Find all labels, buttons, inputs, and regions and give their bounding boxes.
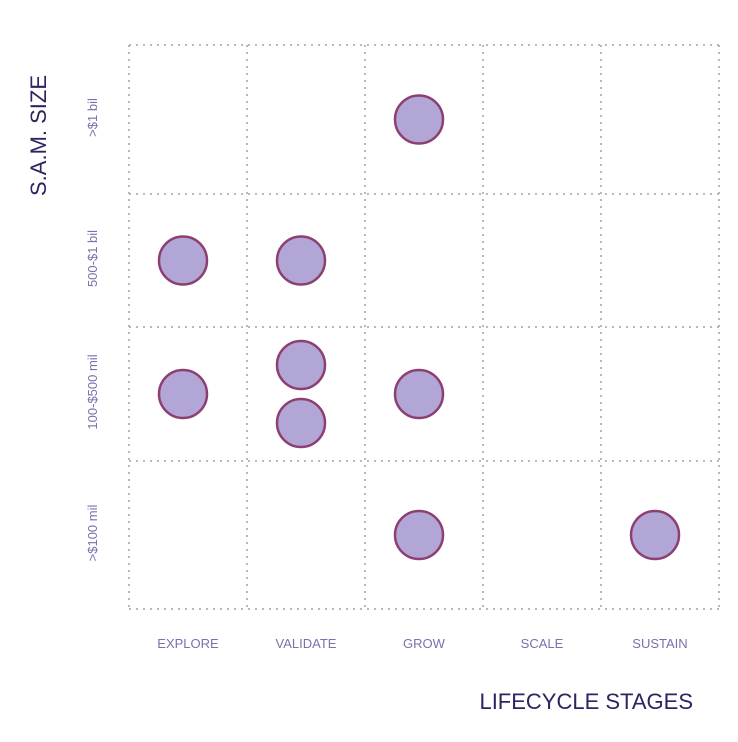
y-axis-title: S.A.M. SIZE <box>26 75 51 196</box>
x-tick-labels: EXPLORE VALIDATE GROW SCALE SUSTAIN <box>157 636 687 651</box>
y-tick-labels: >$1 bil 500-$1 bil 100-$500 mil >$100 mil <box>85 98 100 561</box>
y-tick-label: 100-$500 mil <box>85 354 100 429</box>
x-tick-label: SCALE <box>521 636 564 651</box>
bubble <box>157 368 209 420</box>
bubble <box>157 235 209 286</box>
bubble <box>275 339 327 391</box>
x-tick-label: SUSTAIN <box>632 636 687 651</box>
bubble <box>275 397 327 449</box>
bubble <box>275 235 327 286</box>
bubble <box>393 368 445 420</box>
x-axis-title: LIFECYCLE STAGES <box>479 689 693 714</box>
bubbles <box>157 94 681 561</box>
x-tick-label: EXPLORE <box>157 636 219 651</box>
y-tick-label: 500-$1 bil <box>85 230 100 287</box>
bubble <box>393 94 445 145</box>
grid-lines <box>128 44 720 610</box>
x-tick-label: VALIDATE <box>276 636 337 651</box>
y-tick-label: >$1 bil <box>85 98 100 137</box>
y-tick-label: >$100 mil <box>85 505 100 562</box>
bubble <box>629 509 681 561</box>
x-tick-label: GROW <box>403 636 446 651</box>
bubble <box>393 509 445 561</box>
